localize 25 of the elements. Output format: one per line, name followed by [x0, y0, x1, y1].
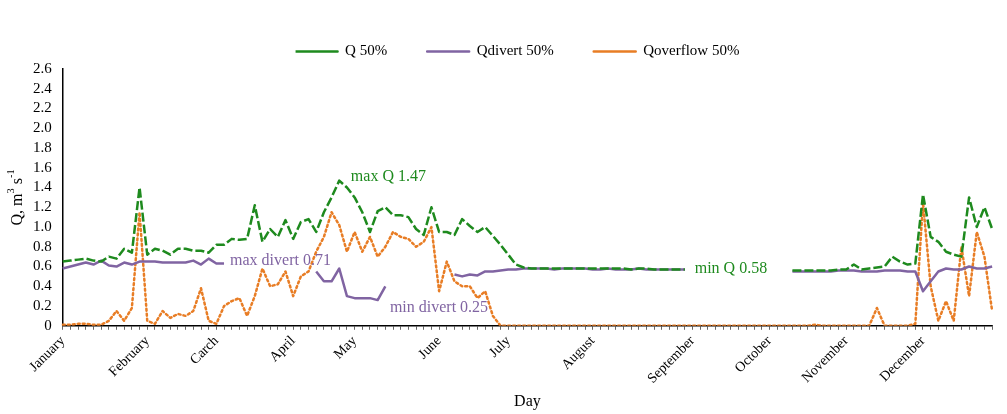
x-tick-label: June	[415, 332, 444, 362]
annotation: max Q 1.47	[350, 167, 426, 185]
y-tick-label: 1.8	[33, 138, 52, 155]
legend-label: Qoverflow 50%	[643, 42, 740, 59]
y-tick-label: 1.2	[33, 198, 52, 215]
x-tick-label: May	[330, 332, 360, 362]
y-tick-label: 2.0	[33, 119, 52, 136]
x-tick-label: July	[485, 332, 513, 360]
y-axis-title: Q, m3 s-1	[5, 169, 26, 226]
x-axis-title: Day	[514, 392, 541, 411]
y-tick-label: 1.0	[33, 217, 52, 234]
y-tick-label: 2.6	[33, 59, 53, 76]
y-tick-label: 1.6	[33, 158, 53, 175]
y-tick-label: 0.2	[33, 296, 52, 313]
y-tick-label: 2.4	[33, 79, 53, 96]
annotation: min Q 0.58	[694, 259, 768, 277]
y-tick-label: 0.6	[33, 257, 53, 274]
y-tick-label: 0.8	[33, 237, 52, 254]
y-tick-label: 0	[44, 316, 52, 333]
annotation: min divert 0.25	[389, 298, 489, 316]
y-tick-label: 1.4	[33, 178, 53, 195]
legend-label: Q 50%	[345, 42, 388, 59]
y-tick-label: 2.2	[33, 99, 52, 116]
y-tick-label: 0.4	[33, 277, 53, 294]
legend-label: Qdivert 50%	[476, 42, 554, 59]
